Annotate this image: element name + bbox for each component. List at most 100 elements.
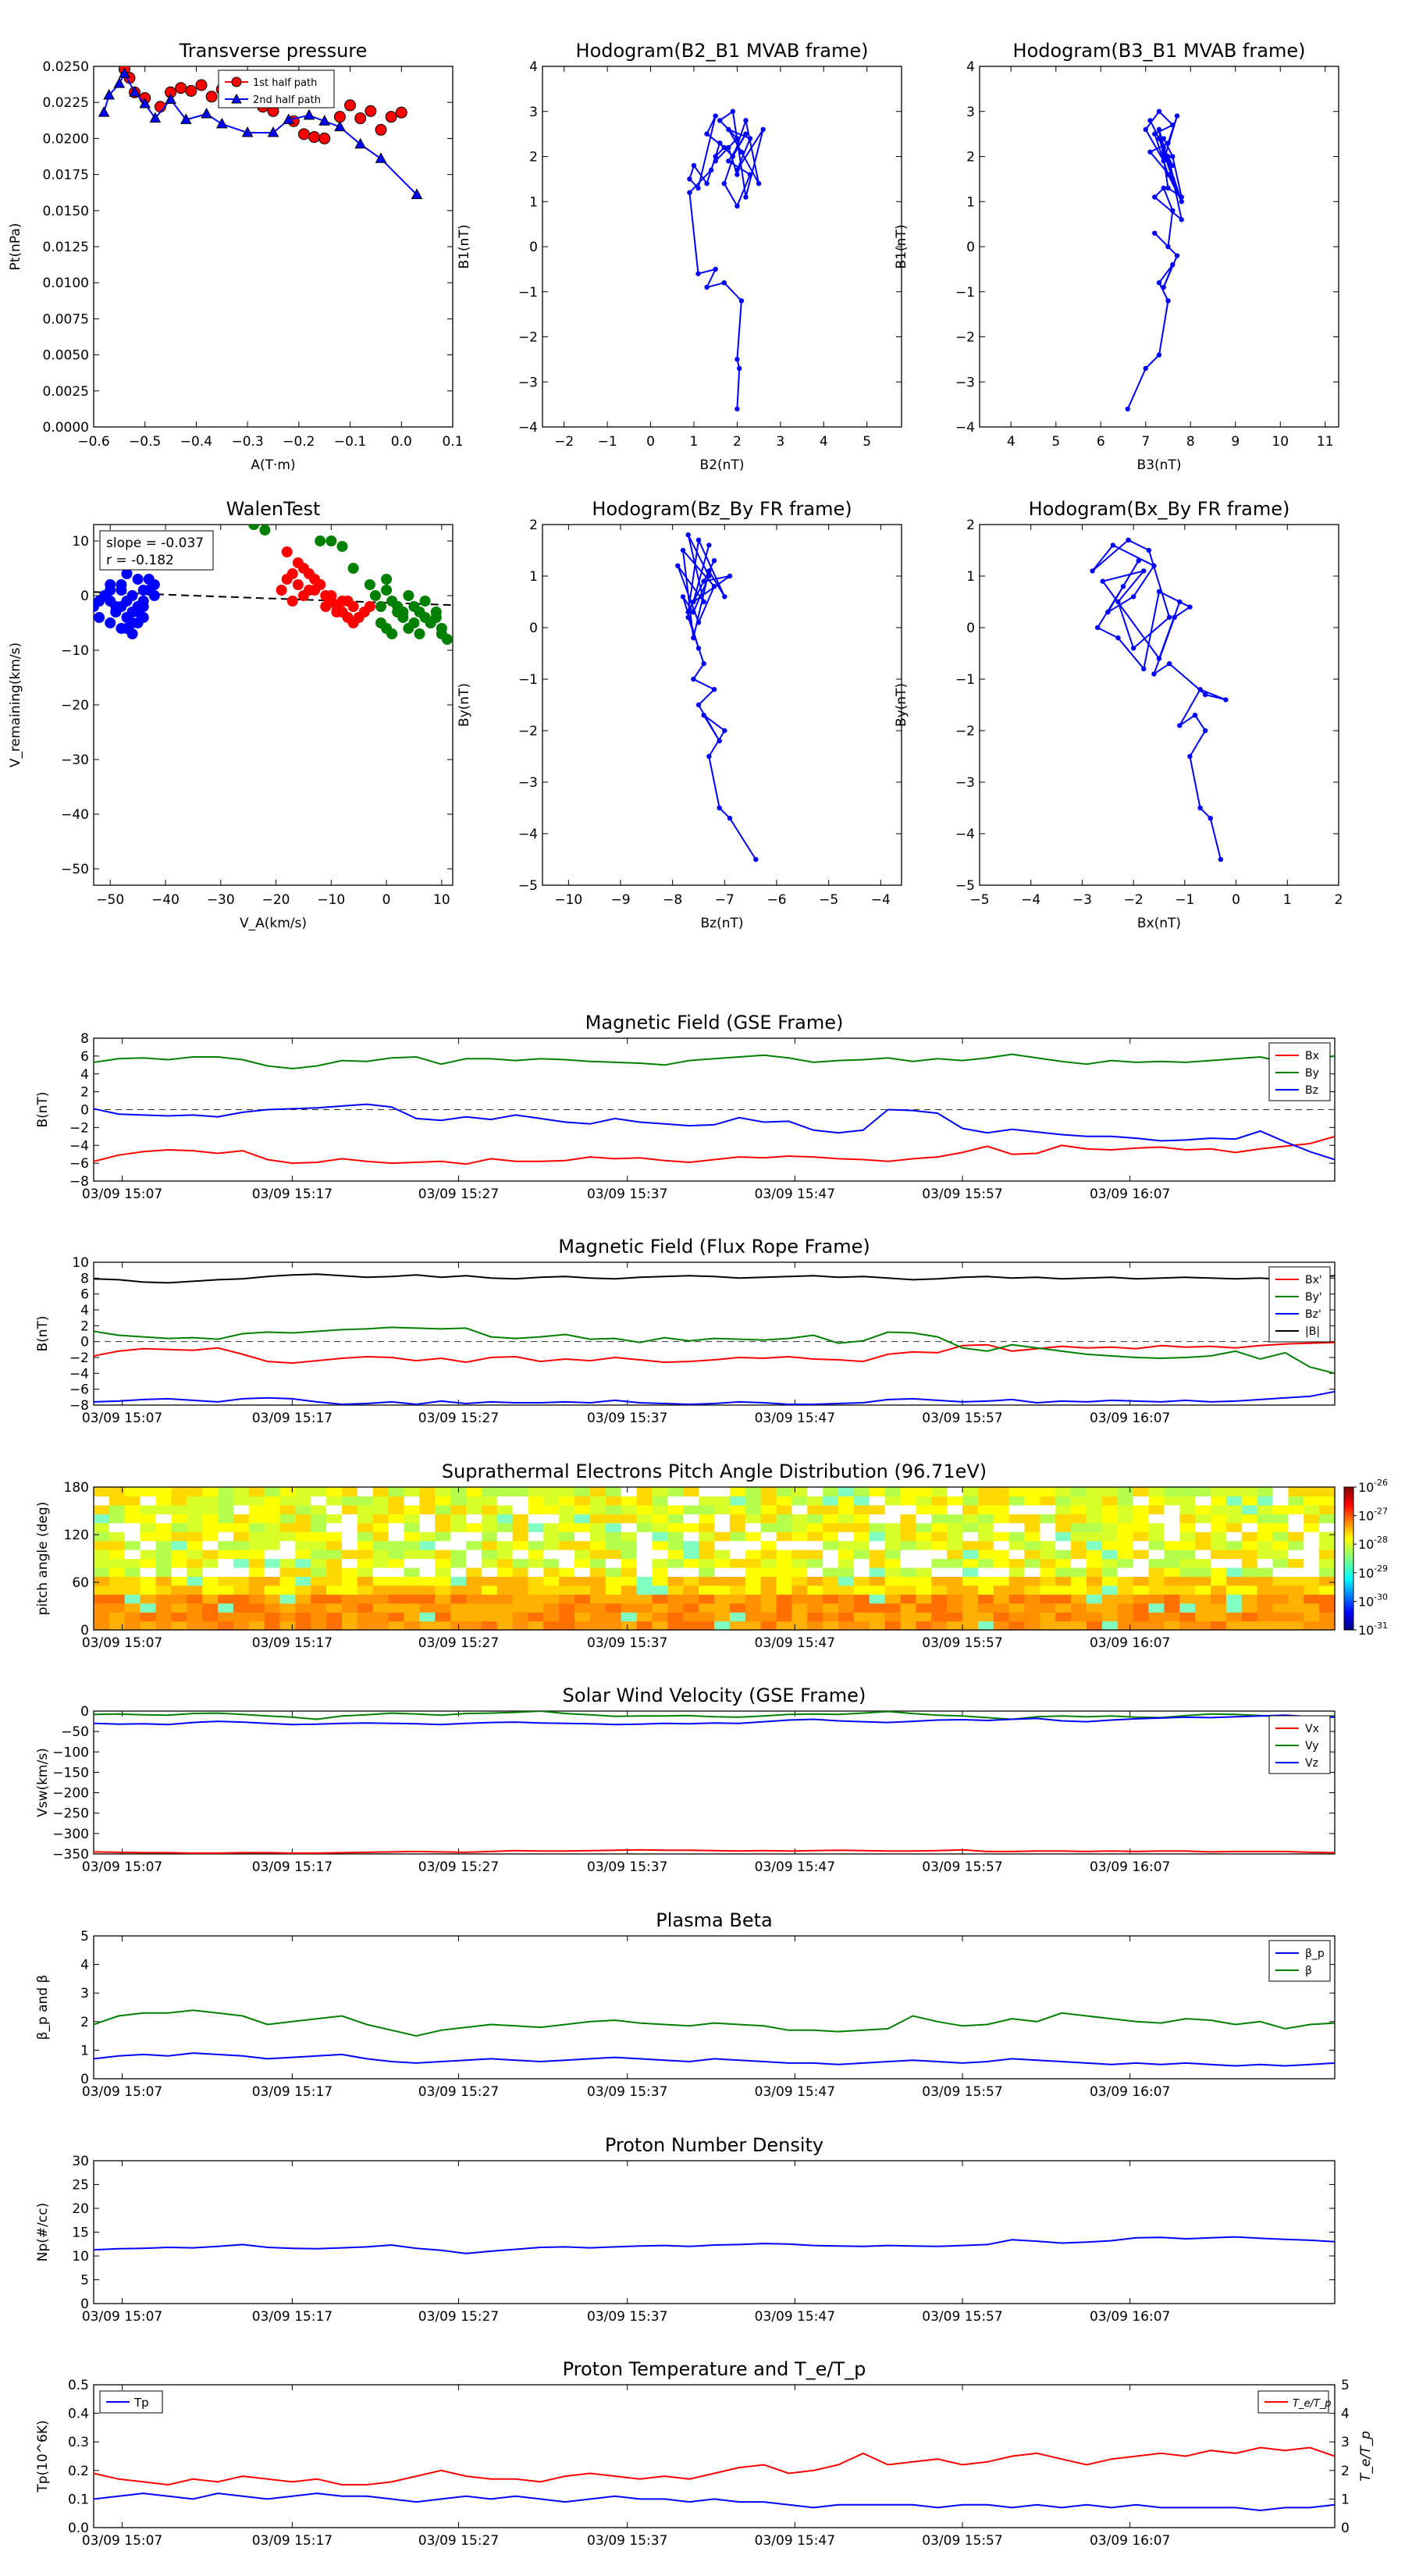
plot-pad-cell <box>962 1558 979 1568</box>
plot-hzy-point <box>727 573 733 579</box>
plot-pad-cell <box>652 1522 668 1532</box>
plot-pad-cell <box>636 1487 653 1497</box>
plot-pad-cell <box>947 1540 963 1550</box>
plot-pad-cell <box>823 1550 839 1560</box>
plot-bgse-legend-label: By <box>1305 1067 1319 1080</box>
plot-pad-cell <box>962 1567 979 1577</box>
plot-hzy-xtick-label: −10 <box>554 892 582 908</box>
plot-pad-cell <box>1148 1504 1165 1514</box>
plot-pad-cell <box>1133 1585 1150 1595</box>
plot-pad-cell <box>1101 1567 1119 1577</box>
plot-pad-cell <box>605 1504 622 1514</box>
plot-walen-point <box>105 579 116 590</box>
plot-pad-cell <box>652 1514 668 1524</box>
plot-walen-ytick-label: −10 <box>61 643 89 659</box>
plot-walen-xtick-label: −10 <box>317 892 345 908</box>
plot-pad-cell <box>218 1487 234 1497</box>
plot-h21-ytick-label: 0 <box>529 240 538 255</box>
plot-pad-cell <box>1319 1576 1336 1586</box>
plot-bfr-ytick-label: −8 <box>69 1398 89 1414</box>
plot-pad-cell <box>1133 1567 1150 1577</box>
plot-pad-cell <box>745 1594 762 1604</box>
plot-tp-y2tick-label: 2 <box>1341 2464 1350 2479</box>
plot-pad-cell <box>714 1612 731 1622</box>
plot-pt-point <box>215 117 228 129</box>
plot-tp-ytick-label: 0.1 <box>68 2492 89 2507</box>
plot-pad-cell <box>481 1567 498 1577</box>
plot-pad-cell <box>140 1532 157 1542</box>
plot-bgse-xtick-label: 03/09 16:07 <box>1090 1187 1170 1202</box>
plot-pad-cell <box>233 1496 250 1506</box>
plot-h21-point <box>747 136 753 141</box>
plot-vsw-title: Solar Wind Velocity (GSE Frame) <box>563 1685 866 1706</box>
plot-bfr-xtick-label: 03/09 16:07 <box>1090 1411 1170 1426</box>
plot-pad-cell <box>900 1532 916 1542</box>
plot-pad-cell <box>1288 1585 1304 1595</box>
plot-vsw-xtick-label: 03/09 15:17 <box>252 1859 333 1875</box>
plot-h21-xtick-label: 3 <box>776 434 784 450</box>
plot-hxy-point <box>1115 635 1121 641</box>
plot-pad-cell <box>1319 1540 1336 1550</box>
plot-pad-cell <box>667 1594 684 1604</box>
plot-pad-cell <box>916 1522 932 1532</box>
plot-bgse-ytick-label: −2 <box>69 1120 89 1136</box>
plot-pad-cell <box>1272 1514 1289 1524</box>
plot-walen-point <box>132 607 144 617</box>
plot-pad-cell <box>202 1567 219 1577</box>
plot-h31-point <box>1179 194 1184 200</box>
plot-h31-point <box>1156 109 1162 114</box>
plot-pad-cell <box>1211 1603 1227 1613</box>
plot-h21-point <box>713 266 718 272</box>
plot-pad-cell <box>605 1532 622 1542</box>
plot-pad-cell <box>1179 1612 1196 1622</box>
plot-pad-cell <box>187 1504 203 1514</box>
plot-pad-cell <box>512 1487 529 1497</box>
plot-pad-cell <box>326 1576 343 1586</box>
plot-pt-point <box>98 106 110 117</box>
plot-pad-cell <box>1257 1567 1274 1577</box>
plot-pad-cell <box>187 1612 203 1622</box>
plot-pad-cell <box>962 1487 979 1497</box>
plot-pad-cell <box>838 1621 855 1631</box>
plot-pad-cell <box>496 1585 514 1595</box>
plot-tp-data <box>94 2446 1335 2512</box>
plot-pad-cell <box>512 1594 529 1604</box>
plot-pad-cell <box>94 1558 110 1568</box>
plot-pad-cell <box>171 1550 187 1560</box>
plot-h31-point <box>1143 365 1148 372</box>
plot-bgse-ytick-label: 4 <box>80 1067 89 1083</box>
plot-bfr-legend-label: |B| <box>1305 1325 1320 1338</box>
plot-pad-cell <box>372 1621 389 1631</box>
plot-pad-cell <box>1087 1567 1103 1577</box>
plot-pad-cell <box>1179 1496 1196 1506</box>
plot-pad-cell <box>916 1585 932 1595</box>
plot-bfr-legend-label: Bz' <box>1305 1308 1321 1321</box>
plot-pad-cell <box>155 1612 172 1622</box>
plot-pad-cell <box>977 1487 994 1497</box>
plot-pad-cell <box>605 1603 622 1613</box>
plot-pad-cell <box>1148 1496 1165 1506</box>
plot-pad-cell <box>1087 1621 1103 1631</box>
plot-pad-cell <box>1101 1576 1119 1586</box>
plot-pad-cell <box>342 1567 358 1577</box>
plot-pad-cell <box>574 1522 591 1532</box>
plot-pad-cell <box>760 1550 777 1560</box>
plot-pad-cell <box>1257 1540 1274 1550</box>
plot-pad-cell <box>342 1487 358 1497</box>
plot-pad-cell <box>1148 1558 1165 1568</box>
plot-pt-xtick-label: −0.5 <box>129 434 161 450</box>
plot-pad-cell <box>760 1496 777 1506</box>
plot-pad-cell <box>140 1576 157 1586</box>
plot-beta-xtick-label: 03/09 15:07 <box>82 2084 162 2100</box>
plot-pad-cell <box>171 1504 187 1514</box>
plot-pad-cell <box>108 1567 126 1577</box>
plot-pad-cell <box>218 1585 234 1595</box>
plot-h31-point <box>1170 176 1176 182</box>
plot-pad-cell <box>699 1576 715 1586</box>
plot-pad-cell <box>652 1532 668 1542</box>
plot-pad-cell <box>419 1585 436 1595</box>
plot-pad-cell <box>512 1585 529 1595</box>
plot-walen-point <box>347 563 359 574</box>
plot-walen-point <box>94 596 105 607</box>
plot-pad-cell <box>512 1514 529 1524</box>
